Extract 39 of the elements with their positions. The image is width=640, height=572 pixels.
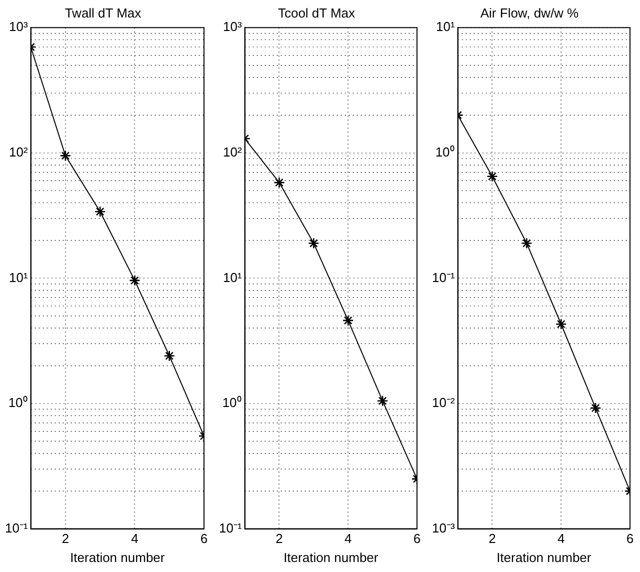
x-tick-label: 6 <box>200 531 208 546</box>
chart-title: Twall dT Max <box>64 5 142 20</box>
point <box>129 274 140 286</box>
point <box>274 176 285 188</box>
x-tick-label: 4 <box>344 531 352 546</box>
x-tick-label: 4 <box>131 531 138 546</box>
y-tick-label: 10⁻¹ <box>432 270 456 285</box>
point <box>486 170 498 182</box>
point <box>555 318 567 330</box>
y-tick-label: 10¹ <box>436 19 456 34</box>
y-tick-label: 10⁻³ <box>432 520 456 536</box>
y-tick-label: 10⁻¹ <box>218 520 242 536</box>
x-tick-label: 6 <box>413 531 421 546</box>
x-axis-title: Iteration number <box>70 550 166 565</box>
chart-title: Air Flow, dw/w % <box>480 5 580 20</box>
x-tick-label: 6 <box>626 531 634 546</box>
x-tick-label: 2 <box>488 531 496 546</box>
point <box>94 206 106 218</box>
y-tick-label: 10⁻² <box>432 395 456 410</box>
x-axis-title: Iteration number <box>284 550 379 565</box>
y-tick-label: 10⁰ <box>435 144 455 160</box>
x-tick-label: 4 <box>558 531 565 546</box>
y-tick-label: 10¹ <box>222 270 242 285</box>
y-tick-label: 10¹ <box>8 270 28 285</box>
y-tick-label: 10⁰ <box>8 395 28 410</box>
y-tick-label: 10⁰ <box>222 395 242 410</box>
point <box>521 238 532 249</box>
y-tick-label: 10⁻¹ <box>4 520 28 536</box>
chart-title: Tcool dT Max <box>278 5 356 20</box>
point <box>342 314 354 326</box>
y-tick-label: 10³ <box>222 19 242 34</box>
point <box>60 150 72 162</box>
x-tick-label: 2 <box>62 531 70 546</box>
point <box>308 238 320 249</box>
y-tick-label: 10² <box>8 144 28 160</box>
x-axis-title: Iteration number <box>496 550 592 565</box>
y-tick-label: 10² <box>222 144 242 160</box>
x-tick-label: 2 <box>276 531 283 546</box>
y-tick-label: 10³ <box>8 19 28 34</box>
